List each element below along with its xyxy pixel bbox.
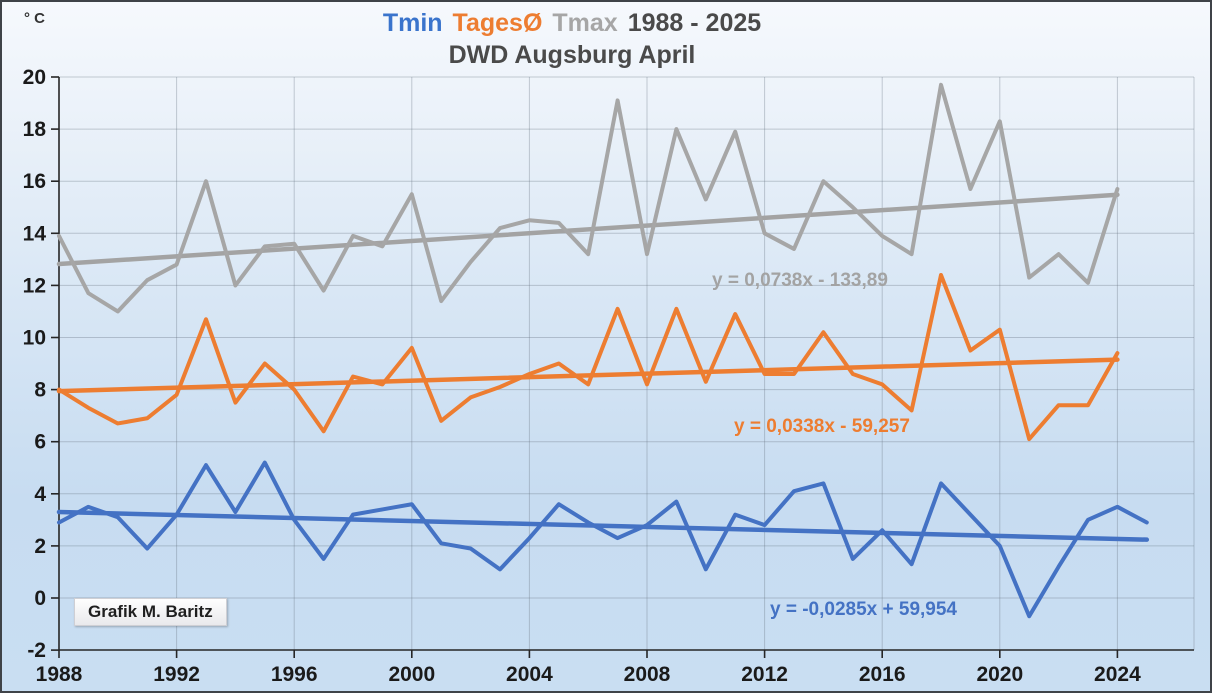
trend-equation-tagesavg: y = 0,0338x - 59,257 [734, 416, 910, 437]
x-tick-label: 2020 [976, 663, 1023, 686]
y-tick-label: 4 [34, 483, 46, 506]
x-tick-label: 2012 [741, 663, 788, 686]
x-tick-label: 1992 [153, 663, 200, 686]
chart-title-line1: Tmin TagesØ Tmax 1988 - 2025 [2, 8, 1142, 38]
chart-subtitle: DWD Augsburg April [448, 41, 696, 69]
x-tick-label: 2004 [506, 663, 553, 686]
series-line-Tmin [57, 460, 1149, 619]
series-line-TagesØ [57, 272, 1120, 442]
y-tick-label: 8 [34, 379, 46, 402]
legend-tmin-label: Tmin [382, 9, 443, 37]
chart-generated-layers: -2 0 2 4 6 8 10 12 14 16 18 20 1988 1992 1996 2000 2004 2… [23, 66, 1195, 686]
y-tick-label: 0 [34, 587, 46, 610]
chart-title: Tmin TagesØ Tmax 1988 - 2025 DWD Augsburg A… [2, 8, 1142, 70]
y-tick-label: 20 [23, 66, 46, 89]
legend-tagesavg-label: TagesØ [452, 9, 543, 37]
title-year-range: 1988 - 2025 [627, 9, 762, 37]
y-tick-label: 10 [23, 327, 46, 350]
trend-line-Tmin [56, 509, 1150, 542]
x-tick-label: 2016 [859, 663, 906, 686]
x-tick-label: 1988 [36, 663, 83, 686]
y-tick-label: 2 [34, 535, 46, 558]
x-tick-label: 1996 [271, 663, 318, 686]
trend-equation-tmin: y = -0,0285x + 59,954 [770, 599, 957, 620]
trend-line-Tmax [56, 192, 1120, 267]
y-tick-label: 16 [23, 170, 46, 193]
y-tick-label: 6 [34, 431, 46, 454]
credit-badge: Grafik M. Baritz [74, 598, 227, 626]
series-line-Tmax [57, 82, 1120, 314]
trend-equation-tmax: y = 0,0738x - 133,89 [712, 270, 888, 291]
y-axis-unit-label: ° C [24, 10, 45, 27]
trend-line-TagesØ [56, 357, 1120, 394]
legend-tmax-label: Tmax [552, 9, 618, 37]
x-tick-label: 2024 [1094, 663, 1141, 686]
y-tick-label: 12 [23, 274, 46, 297]
x-tick-label: 2008 [624, 663, 671, 686]
x-tick-label: 2000 [388, 663, 435, 686]
y-tick-label: 14 [23, 222, 47, 245]
y-tick-label: 18 [23, 118, 47, 141]
y-tick-label: -2 [27, 639, 46, 662]
